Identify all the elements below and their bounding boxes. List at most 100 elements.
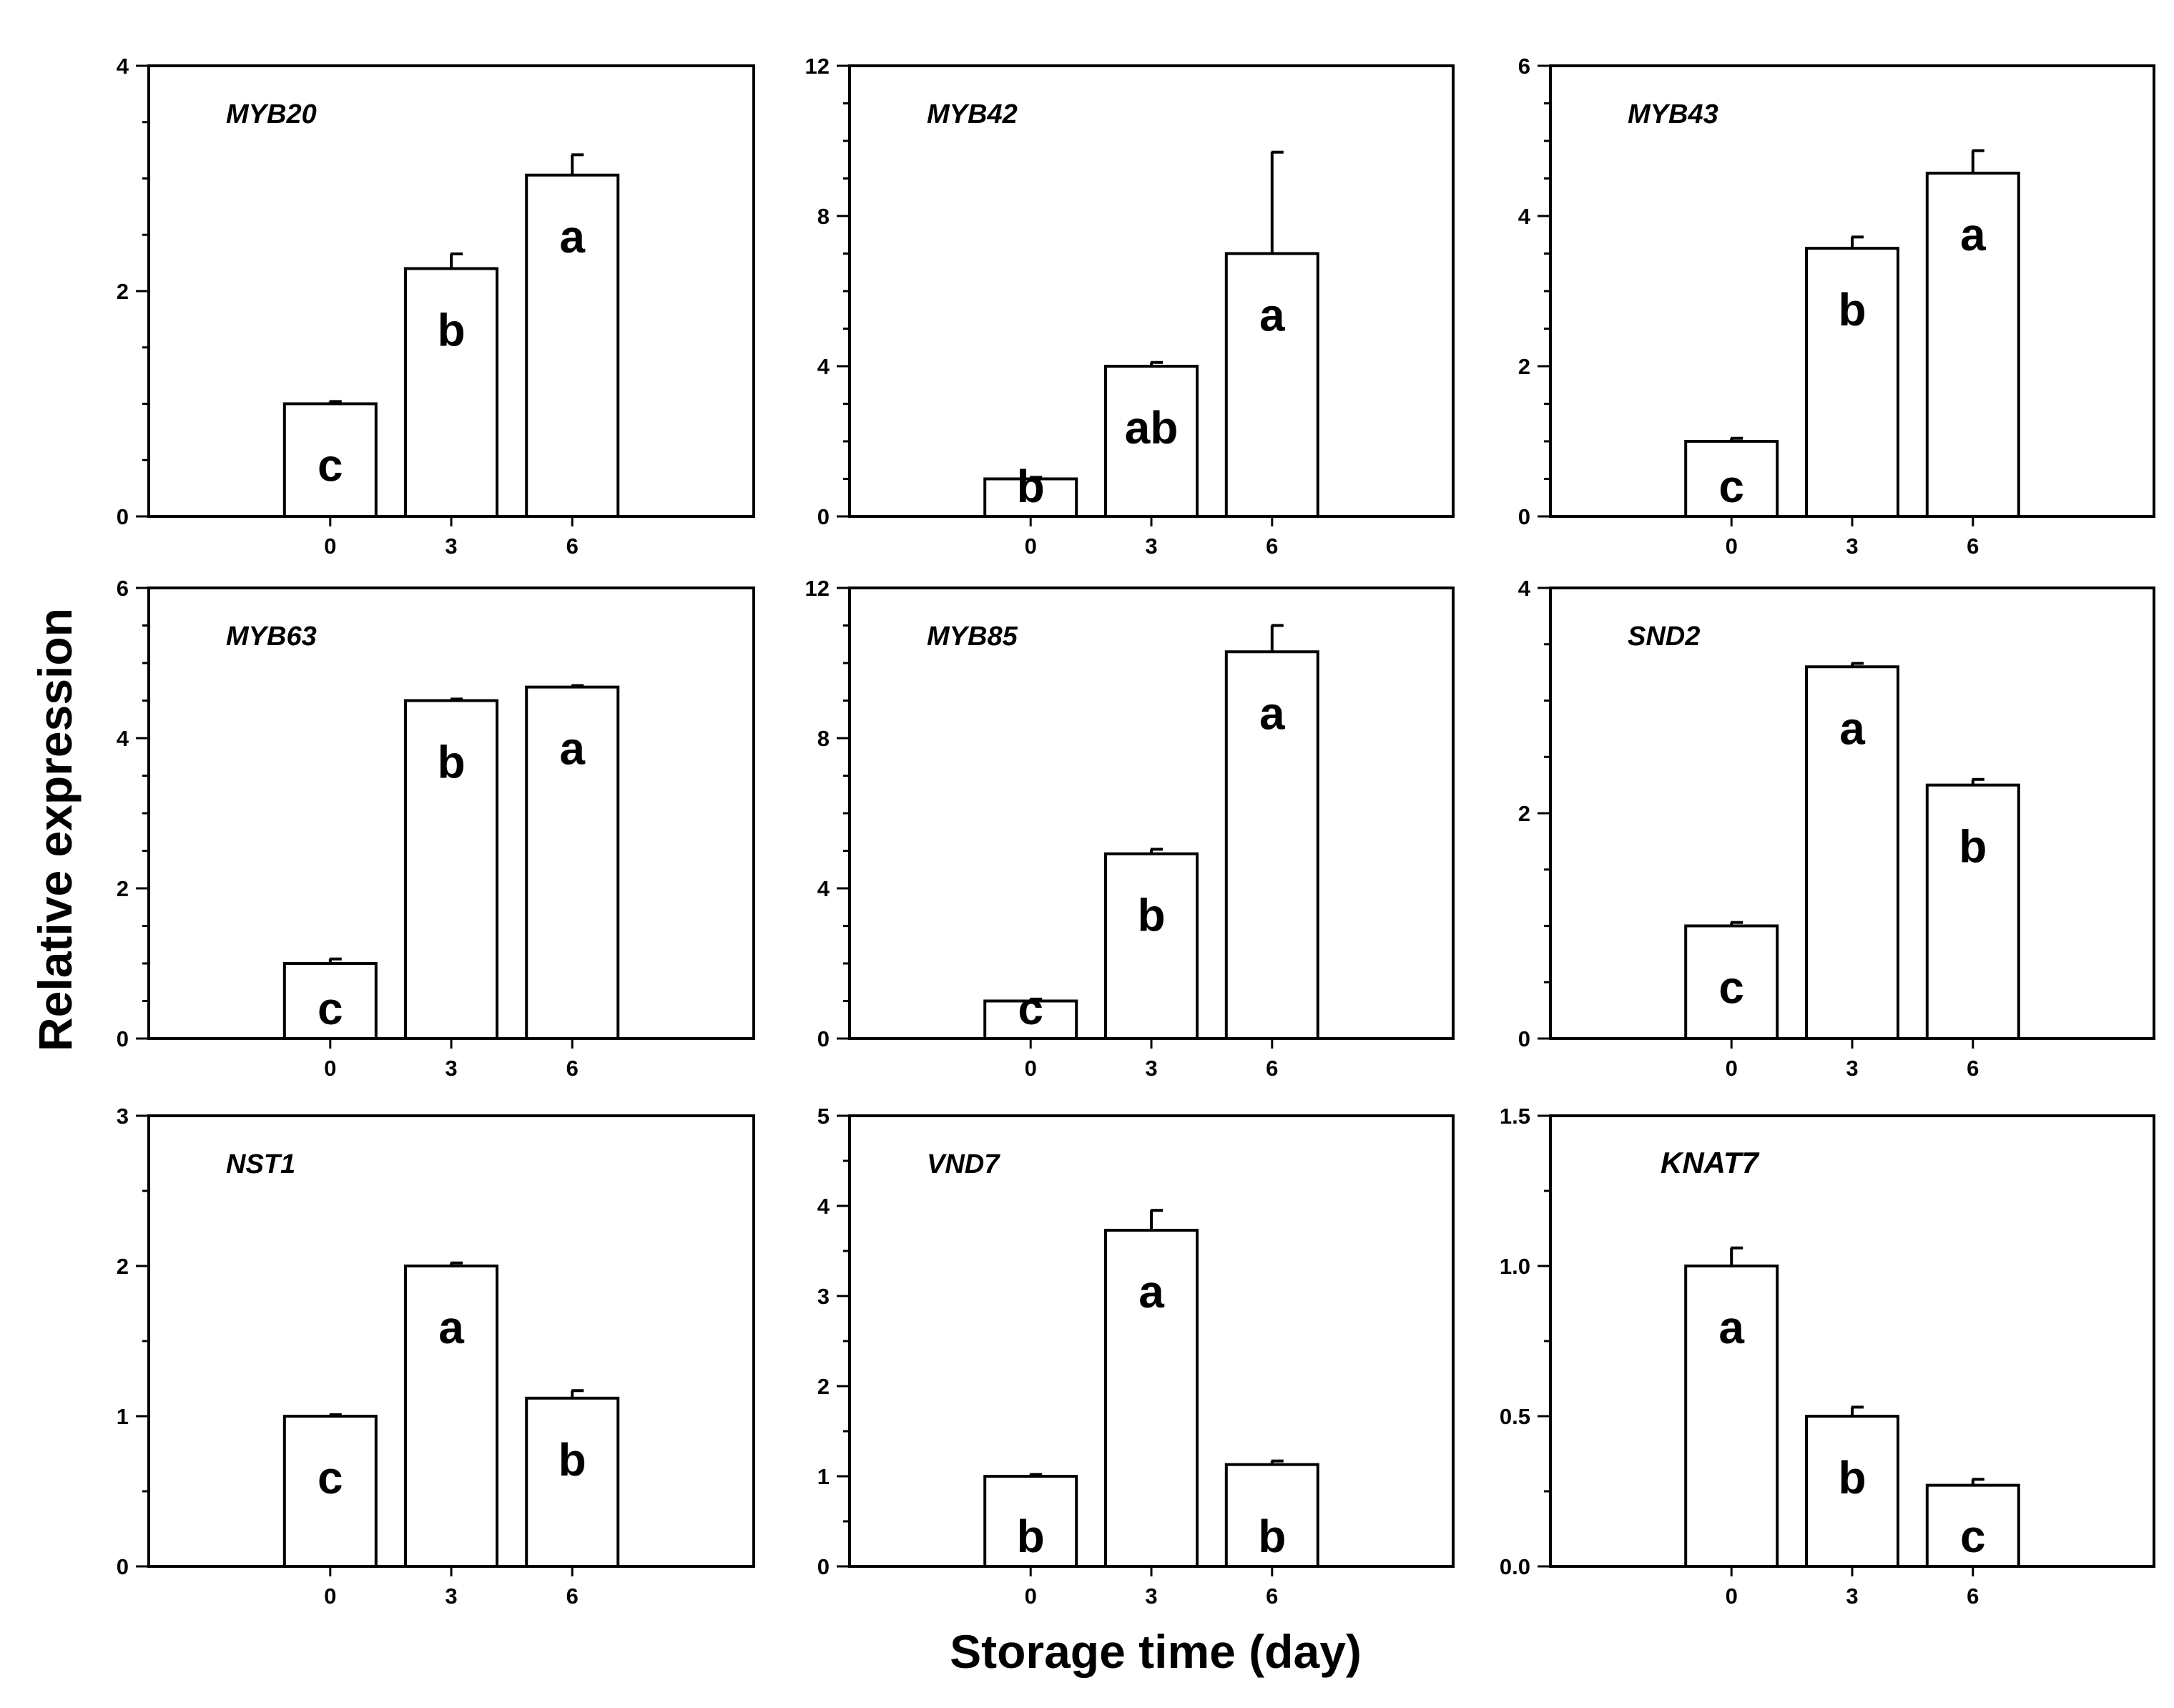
chart-panel-knat7: 0.0 0.5 1.0 1.5 KNAT7 0 a 3 b 6 c bbox=[1500, 1104, 2155, 1609]
y-tick-label: 0 bbox=[117, 1554, 129, 1579]
x-tick-label: 3 bbox=[1145, 534, 1157, 559]
bar bbox=[282, 962, 378, 1040]
bar bbox=[404, 699, 498, 1040]
y-tick-label: 1.0 bbox=[1500, 1254, 1530, 1279]
x-tick-label: 0 bbox=[1025, 1056, 1037, 1081]
y-tick-label: 4 bbox=[1518, 204, 1531, 229]
significance-letter: a bbox=[438, 1302, 464, 1353]
y-tick-label: 3 bbox=[817, 1284, 830, 1309]
y-tick-label: 0 bbox=[1518, 504, 1530, 529]
bar bbox=[1224, 252, 1319, 518]
x-tick-label: 3 bbox=[1846, 1584, 1858, 1609]
y-tick-label: 2 bbox=[117, 876, 129, 901]
significance-letter: b bbox=[1959, 821, 1987, 873]
significance-letter: ab bbox=[1125, 402, 1179, 453]
bar bbox=[525, 173, 620, 518]
y-tick-label: 1 bbox=[117, 1404, 129, 1429]
x-tick-label: 6 bbox=[1967, 1584, 1979, 1609]
panel-title: NST1 bbox=[226, 1149, 295, 1179]
y-tick-label: 12 bbox=[805, 576, 830, 601]
y-tick-label: 4 bbox=[117, 54, 129, 79]
significance-letter: a bbox=[559, 723, 585, 775]
x-tick-label: 3 bbox=[1145, 1056, 1157, 1081]
x-axis-label: Storage time (day) bbox=[950, 1625, 1362, 1678]
x-tick-label: 6 bbox=[1266, 1584, 1278, 1609]
chart-panel-myb20: 0 2 4 MYB20 0 c 3 b 6 a bbox=[117, 54, 755, 559]
y-tick-label: 8 bbox=[817, 726, 830, 751]
chart-panel-nst1: 0 1 2 3 NST1 0 c 3 a 6 b bbox=[117, 1104, 755, 1609]
y-tick-label: 12 bbox=[805, 54, 830, 79]
significance-letter: b bbox=[437, 305, 465, 356]
x-tick-label: 0 bbox=[1025, 1584, 1037, 1609]
bar bbox=[1104, 852, 1199, 1040]
x-tick-label: 0 bbox=[1025, 534, 1037, 559]
x-tick-label: 3 bbox=[445, 1056, 457, 1081]
bar bbox=[1224, 650, 1319, 1040]
x-tick-label: 3 bbox=[445, 1584, 457, 1609]
y-tick-label: 3 bbox=[117, 1104, 129, 1129]
bar bbox=[404, 267, 498, 518]
bar bbox=[1684, 924, 1779, 1040]
significance-letter: b bbox=[437, 737, 465, 788]
panels: 024MYB200c3b6a04812MYB420b3ab6a0246MYB43… bbox=[117, 54, 2155, 1609]
bar bbox=[1684, 1265, 1779, 1568]
x-tick-label: 0 bbox=[1726, 1056, 1738, 1081]
x-tick-label: 3 bbox=[445, 534, 457, 559]
chart-panel-myb85: 0 4 8 12 MYB85 0 c 3 b 6 a bbox=[805, 576, 1455, 1081]
significance-letter: a bbox=[1839, 702, 1865, 754]
significance-letter: b bbox=[1017, 461, 1045, 512]
panel-title: MYB42 bbox=[927, 99, 1018, 129]
x-tick-label: 0 bbox=[1726, 534, 1738, 559]
x-tick-label: 0 bbox=[1726, 1584, 1738, 1609]
significance-letter: a bbox=[1259, 290, 1285, 341]
x-tick-label: 6 bbox=[1266, 534, 1278, 559]
significance-letter: a bbox=[1259, 687, 1285, 739]
significance-letter: a bbox=[1960, 209, 1986, 260]
x-tick-label: 0 bbox=[324, 1056, 336, 1081]
bar bbox=[1684, 440, 1779, 518]
x-tick-label: 6 bbox=[566, 534, 579, 559]
x-tick-label: 6 bbox=[1967, 534, 1979, 559]
y-tick-label: 0 bbox=[817, 1026, 830, 1051]
y-tick-label: 0 bbox=[817, 504, 830, 529]
bar bbox=[1925, 1483, 2020, 1569]
y-tick-label: 0 bbox=[817, 1554, 830, 1579]
x-tick-label: 0 bbox=[324, 534, 336, 559]
significance-letter: c bbox=[1718, 461, 1744, 512]
significance-letter: b bbox=[1838, 1452, 1866, 1503]
panel-title: VND7 bbox=[927, 1149, 1000, 1179]
bar bbox=[282, 1415, 378, 1568]
bar bbox=[404, 1265, 498, 1568]
panel-title: MYB63 bbox=[226, 622, 317, 652]
panel-title: MYB85 bbox=[927, 622, 1018, 652]
x-tick-label: 6 bbox=[566, 1584, 579, 1609]
bar bbox=[525, 1396, 620, 1569]
bar bbox=[1224, 1463, 1319, 1568]
panel-title: MYB43 bbox=[1628, 99, 1718, 129]
bar bbox=[1104, 1229, 1199, 1569]
chart-panel-myb42: 0 4 8 12 MYB42 0 b 3 ab 6 a bbox=[805, 54, 1455, 559]
y-tick-label: 8 bbox=[817, 204, 830, 229]
significance-letter: a bbox=[559, 211, 585, 262]
y-tick-label: 2 bbox=[1518, 801, 1530, 826]
significance-letter: b bbox=[1838, 284, 1866, 335]
x-tick-label: 3 bbox=[1846, 1056, 1858, 1081]
x-tick-label: 6 bbox=[566, 1056, 579, 1081]
x-tick-label: 6 bbox=[1266, 1056, 1278, 1081]
panel-title: KNAT7 bbox=[1661, 1146, 1760, 1179]
y-tick-label: 6 bbox=[1518, 54, 1530, 79]
y-tick-label: 0.5 bbox=[1500, 1404, 1530, 1429]
bar bbox=[983, 999, 1078, 1040]
bar bbox=[1925, 172, 2020, 518]
significance-letter: c bbox=[1718, 962, 1744, 1013]
y-tick-label: 1.5 bbox=[1500, 1104, 1530, 1129]
chart-panel-myb63: 0 2 4 6 MYB63 0 c 3 b 6 a bbox=[117, 576, 755, 1081]
bar bbox=[1104, 365, 1199, 518]
y-tick-label: 4 bbox=[1518, 576, 1531, 601]
x-tick-label: 3 bbox=[1846, 534, 1858, 559]
significance-letter: c bbox=[1960, 1511, 1986, 1562]
y-tick-label: 6 bbox=[117, 576, 129, 601]
y-tick-label: 2 bbox=[117, 1254, 129, 1279]
x-tick-label: 3 bbox=[1145, 1584, 1157, 1609]
x-tick-label: 6 bbox=[1967, 1056, 1979, 1081]
